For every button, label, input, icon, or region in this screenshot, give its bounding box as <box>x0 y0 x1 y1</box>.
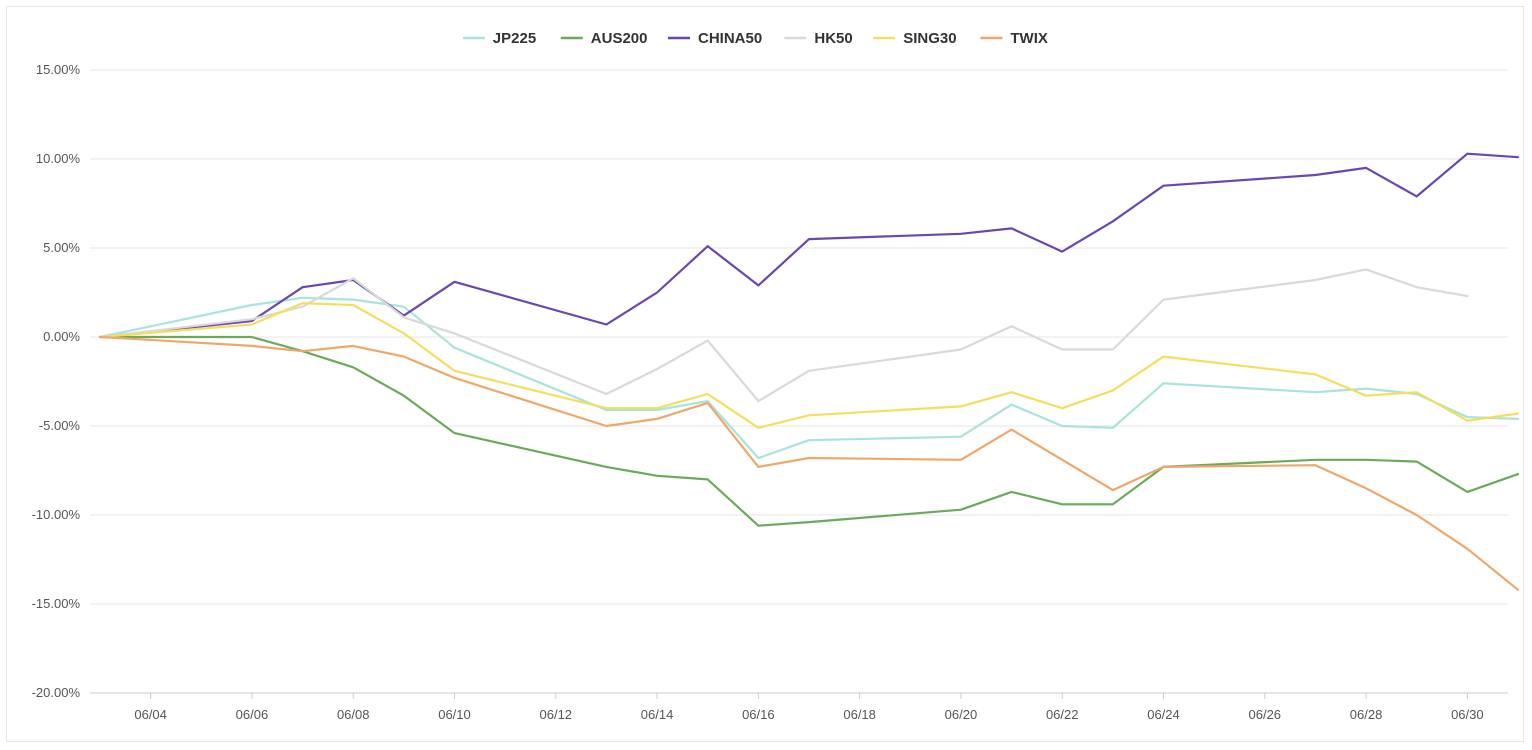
legend-label: AUS200 <box>591 30 648 47</box>
x-tick-label: 06/14 <box>641 707 674 722</box>
x-tick-label: 06/04 <box>134 707 167 722</box>
y-tick-label: 5.00% <box>43 240 80 255</box>
x-tick-label: 06/26 <box>1249 707 1282 722</box>
x-tick-label: 06/24 <box>1147 707 1180 722</box>
y-tick-label: -20.00% <box>32 685 81 700</box>
x-tick-label: 06/22 <box>1046 707 1079 722</box>
x-tick-label: 06/06 <box>236 707 269 722</box>
x-tick-label: 06/12 <box>540 707 573 722</box>
x-tick-label: 06/30 <box>1451 707 1484 722</box>
x-tick-label: 06/28 <box>1350 707 1383 722</box>
x-tick-label: 06/20 <box>945 707 978 722</box>
series-line-twix[interactable] <box>98 335 1520 591</box>
series-lines <box>98 152 1520 591</box>
y-tick-label: 10.00% <box>36 151 81 166</box>
legend-item-china50[interactable]: CHINA50 <box>668 30 762 47</box>
y-tick-label: 15.00% <box>36 62 81 77</box>
y-tick-label: 0.00% <box>43 329 80 344</box>
y-tick-label: -15.00% <box>32 596 81 611</box>
legend-label: TWIX <box>1010 30 1048 47</box>
legend-label: CHINA50 <box>698 30 762 47</box>
series-line-hk50[interactable] <box>98 268 1469 403</box>
y-tick-label: -5.00% <box>39 418 81 433</box>
x-tick-label: 06/16 <box>742 707 775 722</box>
series-line-sing30[interactable] <box>98 302 1520 429</box>
x-axis: 06/04 06/06 06/08 06/10 06/12 06/14 06/16 06/18… <box>90 692 1508 722</box>
legend-label: SING30 <box>903 30 956 47</box>
series-line-aus200[interactable] <box>98 335 1520 527</box>
y-tick-label: -10.00% <box>32 507 81 522</box>
legend-item-twix[interactable]: TWIX <box>980 30 1048 47</box>
legend-item-sing30[interactable]: SING30 <box>873 30 957 47</box>
legend-label: HK50 <box>814 30 852 47</box>
legend-item-hk50[interactable]: HK50 <box>784 30 853 47</box>
chart-frame <box>6 6 1524 742</box>
legend-label: JP225 <box>493 30 536 47</box>
y-axis: 15.00% 10.00% 5.00% 0.00% -5.00% -10.00% -15.0… <box>32 62 81 700</box>
x-tick-label: 06/18 <box>843 707 876 722</box>
x-tick-label: 06/08 <box>337 707 370 722</box>
series-line-jp225[interactable] <box>98 296 1520 460</box>
x-tick-label: 06/10 <box>438 707 471 722</box>
legend[interactable]: JP225 AUS200 CHINA50 HK50 SING30 TWIX <box>462 30 1048 47</box>
legend-item-jp225[interactable]: JP225 <box>462 30 536 47</box>
legend-item-aus200[interactable]: AUS200 <box>560 30 648 47</box>
grid-lines <box>90 69 1508 694</box>
series-line-china50[interactable] <box>98 152 1520 339</box>
